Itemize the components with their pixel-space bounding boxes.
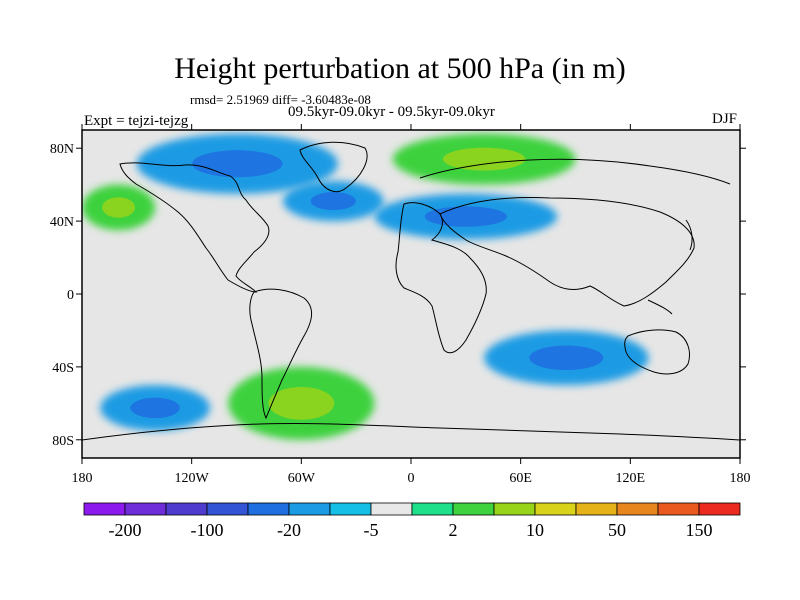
x-tick-label: 180 [72,471,93,486]
colorbar-swatch [329,502,372,516]
colorbar-swatch [206,502,249,516]
colorbar-swatch [575,502,618,516]
colorbar-label: -200 [109,520,142,540]
colorbar-swatch [247,502,290,516]
colorbar-swatch [698,502,741,516]
x-tick-label: 120E [616,471,646,486]
colorbar-label: 150 [686,520,713,540]
colorbar-label: -100 [191,520,224,540]
colorbar-label: 2 [449,520,458,540]
colorbar-swatch [124,502,167,516]
y-tick-label: 80N [50,142,74,157]
y-tick-label: 0 [67,288,74,303]
colorbar-label: -20 [277,520,301,540]
colorbar-swatch [616,502,659,516]
colorbar-label: 50 [608,520,626,540]
colorbar-swatch [370,502,413,516]
x-tick-label: 120W [175,471,210,486]
y-tick-label: 40S [52,361,74,376]
colorbar-swatch [534,502,577,516]
anomaly-region-siberia-high [392,133,576,185]
colorbar-swatch [657,502,700,516]
y-tick-label: 80S [52,434,74,449]
anomaly-region-southern-ocean-high [228,366,375,440]
map-title: Height perturbation at 500 hPa (in m) [174,52,626,85]
anomaly-region-north-pacific-high [82,184,156,231]
rmsd-stats: rmsd= 2.51969 diff= -3.60483e-08 [190,92,371,107]
colorbar-swatch [411,502,454,516]
map-axes: 180 120W 60W 0 60E 120E 180 80N 40N 0 40S 80S [50,124,751,486]
colorbar-swatch [288,502,331,516]
anomaly-region-south-pacific-low [100,385,210,431]
colorbar-swatch [165,502,208,516]
coastlines [82,141,740,441]
y-tick-label: 40N [50,215,74,230]
colorbar-swatch [83,502,126,516]
season-label: DJF [712,111,738,127]
colorbar: -200 -100 -20 -5 2 10 50 150 [83,502,741,540]
experiment-label: Expt = tejzi-tejzg [84,113,189,129]
x-tick-label: 180 [730,471,751,486]
colorbar-label: 10 [526,520,544,540]
anomaly-region-north-atlantic-low [283,181,384,222]
x-tick-label: 60W [288,471,316,486]
x-tick-label: 60E [509,471,532,486]
anomaly-region-indian-ocean-low [484,330,649,386]
colorbar-swatch [493,502,536,516]
colorbar-swatch [452,502,495,516]
colorbar-label: -5 [364,520,379,540]
x-tick-label: 0 [408,471,415,486]
period-subtitle: 09.5kyr-09.0kyr - 09.5kyr-09.0kyr [288,104,495,120]
anomaly-field [82,133,649,440]
